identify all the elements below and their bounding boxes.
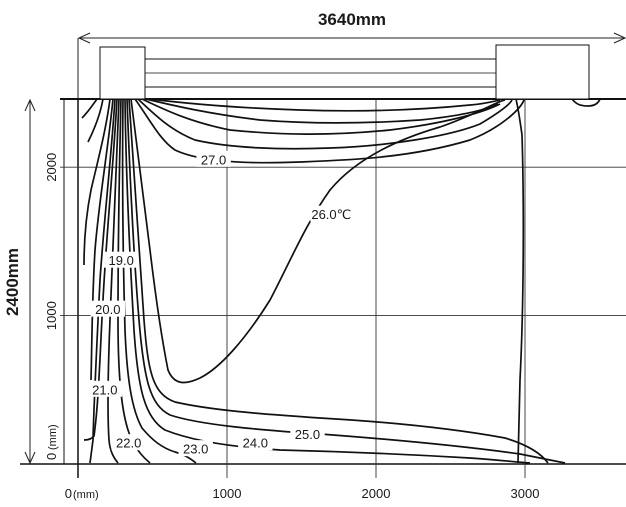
contour-label-bg [90, 300, 125, 317]
height-label: 2400mm [3, 248, 22, 316]
y-tick-label: 1000 [44, 301, 59, 330]
contour-label: 20.0 [95, 302, 120, 317]
y-tick-label: 2000 [44, 153, 59, 182]
contour-labels: 27.0 26.0℃ 19.0 20.0 21.0 25.0 24.0 23.0 22.0 [87, 150, 353, 457]
x-tick-label: 1000 [213, 486, 242, 501]
x-tick-label: 2000 [362, 486, 391, 501]
contour-label: 26.0℃ [311, 207, 351, 222]
contour-label-bg [310, 205, 353, 222]
grid [60, 99, 626, 478]
contour-line [145, 98, 499, 124]
contour-line [141, 98, 501, 135]
contour-line [137, 98, 513, 150]
contour-label: 22.0 [116, 436, 141, 451]
contour-label: 23.0 [183, 442, 208, 457]
contour-lines [81, 98, 601, 464]
contour-label: 24.0 [243, 436, 268, 451]
contour-line [87, 98, 104, 143]
contour-label-bg [104, 251, 139, 268]
contour-line [134, 98, 525, 164]
width-label: 3640mm [318, 10, 386, 29]
contour-label-bg [87, 380, 123, 397]
contour-line [128, 98, 549, 464]
contour-line [90, 98, 114, 381]
contour-label: 21.0 [92, 382, 117, 397]
width-dimension: 3640mm [77, 10, 626, 98]
contour-line [121, 98, 197, 464]
contour-label: 19.0 [109, 253, 134, 268]
ceiling-unit [99, 44, 590, 100]
contour-label-bg [111, 434, 146, 451]
contour-line [89, 98, 116, 464]
x-tick-label: 3000 [511, 486, 540, 501]
contour-label: 27.0 [201, 152, 226, 167]
contour-line [130, 98, 506, 384]
y-tick-label: 0 [44, 453, 59, 460]
contour-line [126, 98, 566, 464]
contour-line [571, 98, 601, 107]
contour-label-bg [178, 440, 213, 457]
height-dimension: 2400mm [3, 98, 36, 465]
contour-line [83, 98, 111, 266]
contour-line [515, 98, 525, 464]
contour-label-bg [290, 425, 325, 442]
contour-line [107, 98, 120, 464]
contour-line [81, 98, 98, 119]
contour-label-bg [196, 150, 231, 167]
y-tick-unit: (mm) [47, 424, 59, 450]
y-axis-ticks: 0 (mm) 1000 2000 [44, 153, 59, 460]
contour-line [83, 98, 118, 441]
contour-line [149, 98, 501, 112]
contour-label: 25.0 [295, 427, 320, 442]
x-axis-ticks: 0 (mm) 1000 2000 3000 [65, 486, 540, 501]
x-tick-unit: (mm) [73, 489, 99, 501]
x-tick-label: 0 [65, 486, 72, 501]
contour-label-bg [238, 434, 273, 451]
